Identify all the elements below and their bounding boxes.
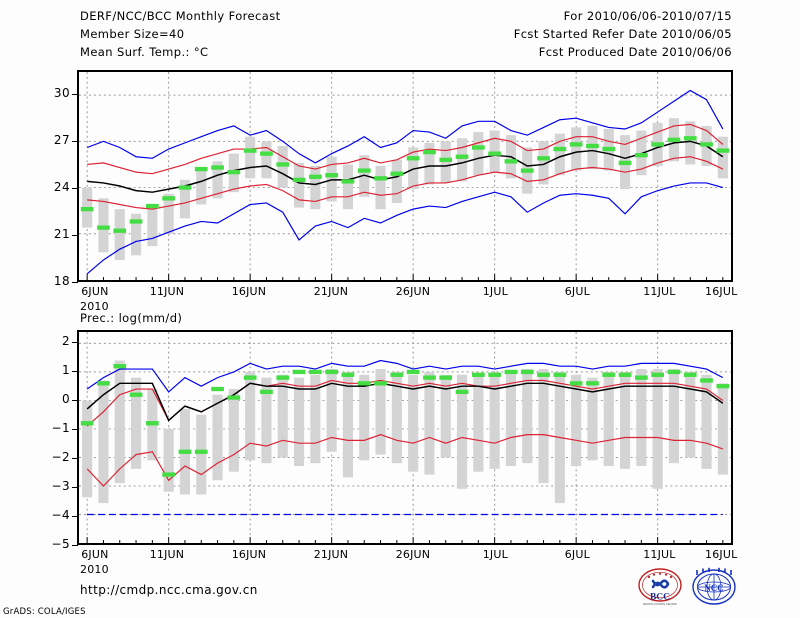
y-axis-tick-label: 2 [61,333,70,348]
y-axis-tick-mark [72,545,78,546]
x-axis-tick-label: 16JUL [705,548,738,561]
x-axis-tick-label: 16JUN [231,548,267,561]
y-axis-tick-label: −2 [51,449,70,464]
member-size-label: Member Size=40 [80,27,185,41]
fcst-produced-date-label: Fcst Produced Date 2010/06/06 [538,45,732,59]
y-axis-tick-label: 1 [61,362,70,377]
y-axis-tick-mark [72,370,78,372]
temperature-year-label: 2010 [80,300,109,313]
y-axis-tick-label: 24 [53,179,70,194]
grads-credit-label: GrADS: COLA/IGES [3,607,86,617]
temp-panel-title: Mean Surf. Temp.: °C [80,45,209,59]
x-axis-tick-label: 11JUN [149,548,185,561]
temperature-plot [79,72,731,280]
temperature-chart-panel [77,70,733,282]
x-axis-tick-label: 16JUL [705,285,738,298]
svg-text:BEIJING CLIMATE CENTER: BEIJING CLIMATE CENTER [643,602,676,606]
y-axis-tick-mark [72,93,78,95]
x-axis-tick-label: 6JUL [564,548,590,561]
y-axis-tick-mark [72,515,78,517]
x-axis-tick-label: 11JUN [149,285,185,298]
y-axis-tick-mark [72,234,78,236]
logo-group: BCC BEIJING CLIMATE CENTER NCC [637,567,741,607]
y-axis-tick-mark [72,486,78,488]
bcc-logo-text: BCC [650,593,670,603]
x-axis-tick-label: 6JUN [81,548,109,561]
y-axis-tick-label: −5 [51,537,70,551]
precipitation-year-label: 2010 [80,563,109,576]
y-axis-tick-label: −3 [51,478,70,493]
page-title: DERF/NCC/BCC Monthly Forecast [80,9,281,23]
y-axis-tick-label: 30 [53,85,70,100]
cmdp-url-link[interactable]: http://cmdp.ncc.cma.gov.cn [80,583,258,597]
y-axis-tick-mark [72,341,78,343]
ncc-logo-icon: NCC [692,567,736,605]
forecast-period-label: For 2010/06/06-2010/07/15 [563,9,732,23]
x-axis-tick-label: 11JUL [643,548,676,561]
y-axis-tick-label: −4 [51,507,70,522]
x-axis-tick-label: 1JUL [482,548,508,561]
precipitation-chart-panel [77,330,733,545]
y-axis-tick-label: 27 [53,132,70,147]
x-axis-tick-label: 16JUN [231,285,267,298]
y-axis-tick-mark [72,457,78,459]
y-axis-tick-label: 18 [53,274,70,288]
x-axis-tick-label: 6JUN [81,285,109,298]
x-axis-tick-label: 26JUN [395,548,431,561]
x-axis-tick-label: 1JUL [482,285,508,298]
y-axis-tick-mark [72,428,78,430]
fcst-started-refer-date-label: Fcst Started Refer Date 2010/06/05 [513,27,732,41]
bcc-logo-icon: BCC BEIJING CLIMATE CENTER [638,568,682,606]
y-axis-tick-mark [72,187,78,189]
y-axis-tick-label: 0 [61,391,70,406]
precip-panel-title: Prec.: log(mm/d) [80,311,183,325]
y-axis-tick-label: −1 [51,420,70,435]
ncc-logo-text: NCC [704,583,724,593]
x-axis-tick-label: 21JUN [313,285,349,298]
y-axis-tick-mark [72,282,78,283]
y-axis-tick-mark [72,399,78,401]
x-axis-tick-label: 11JUL [643,285,676,298]
x-axis-tick-label: 26JUN [395,285,431,298]
x-axis-tick-label: 21JUN [313,548,349,561]
precipitation-plot [79,332,731,543]
y-axis-tick-label: 21 [53,226,70,241]
y-axis-tick-mark [72,140,78,142]
x-axis-tick-label: 6JUL [564,285,590,298]
